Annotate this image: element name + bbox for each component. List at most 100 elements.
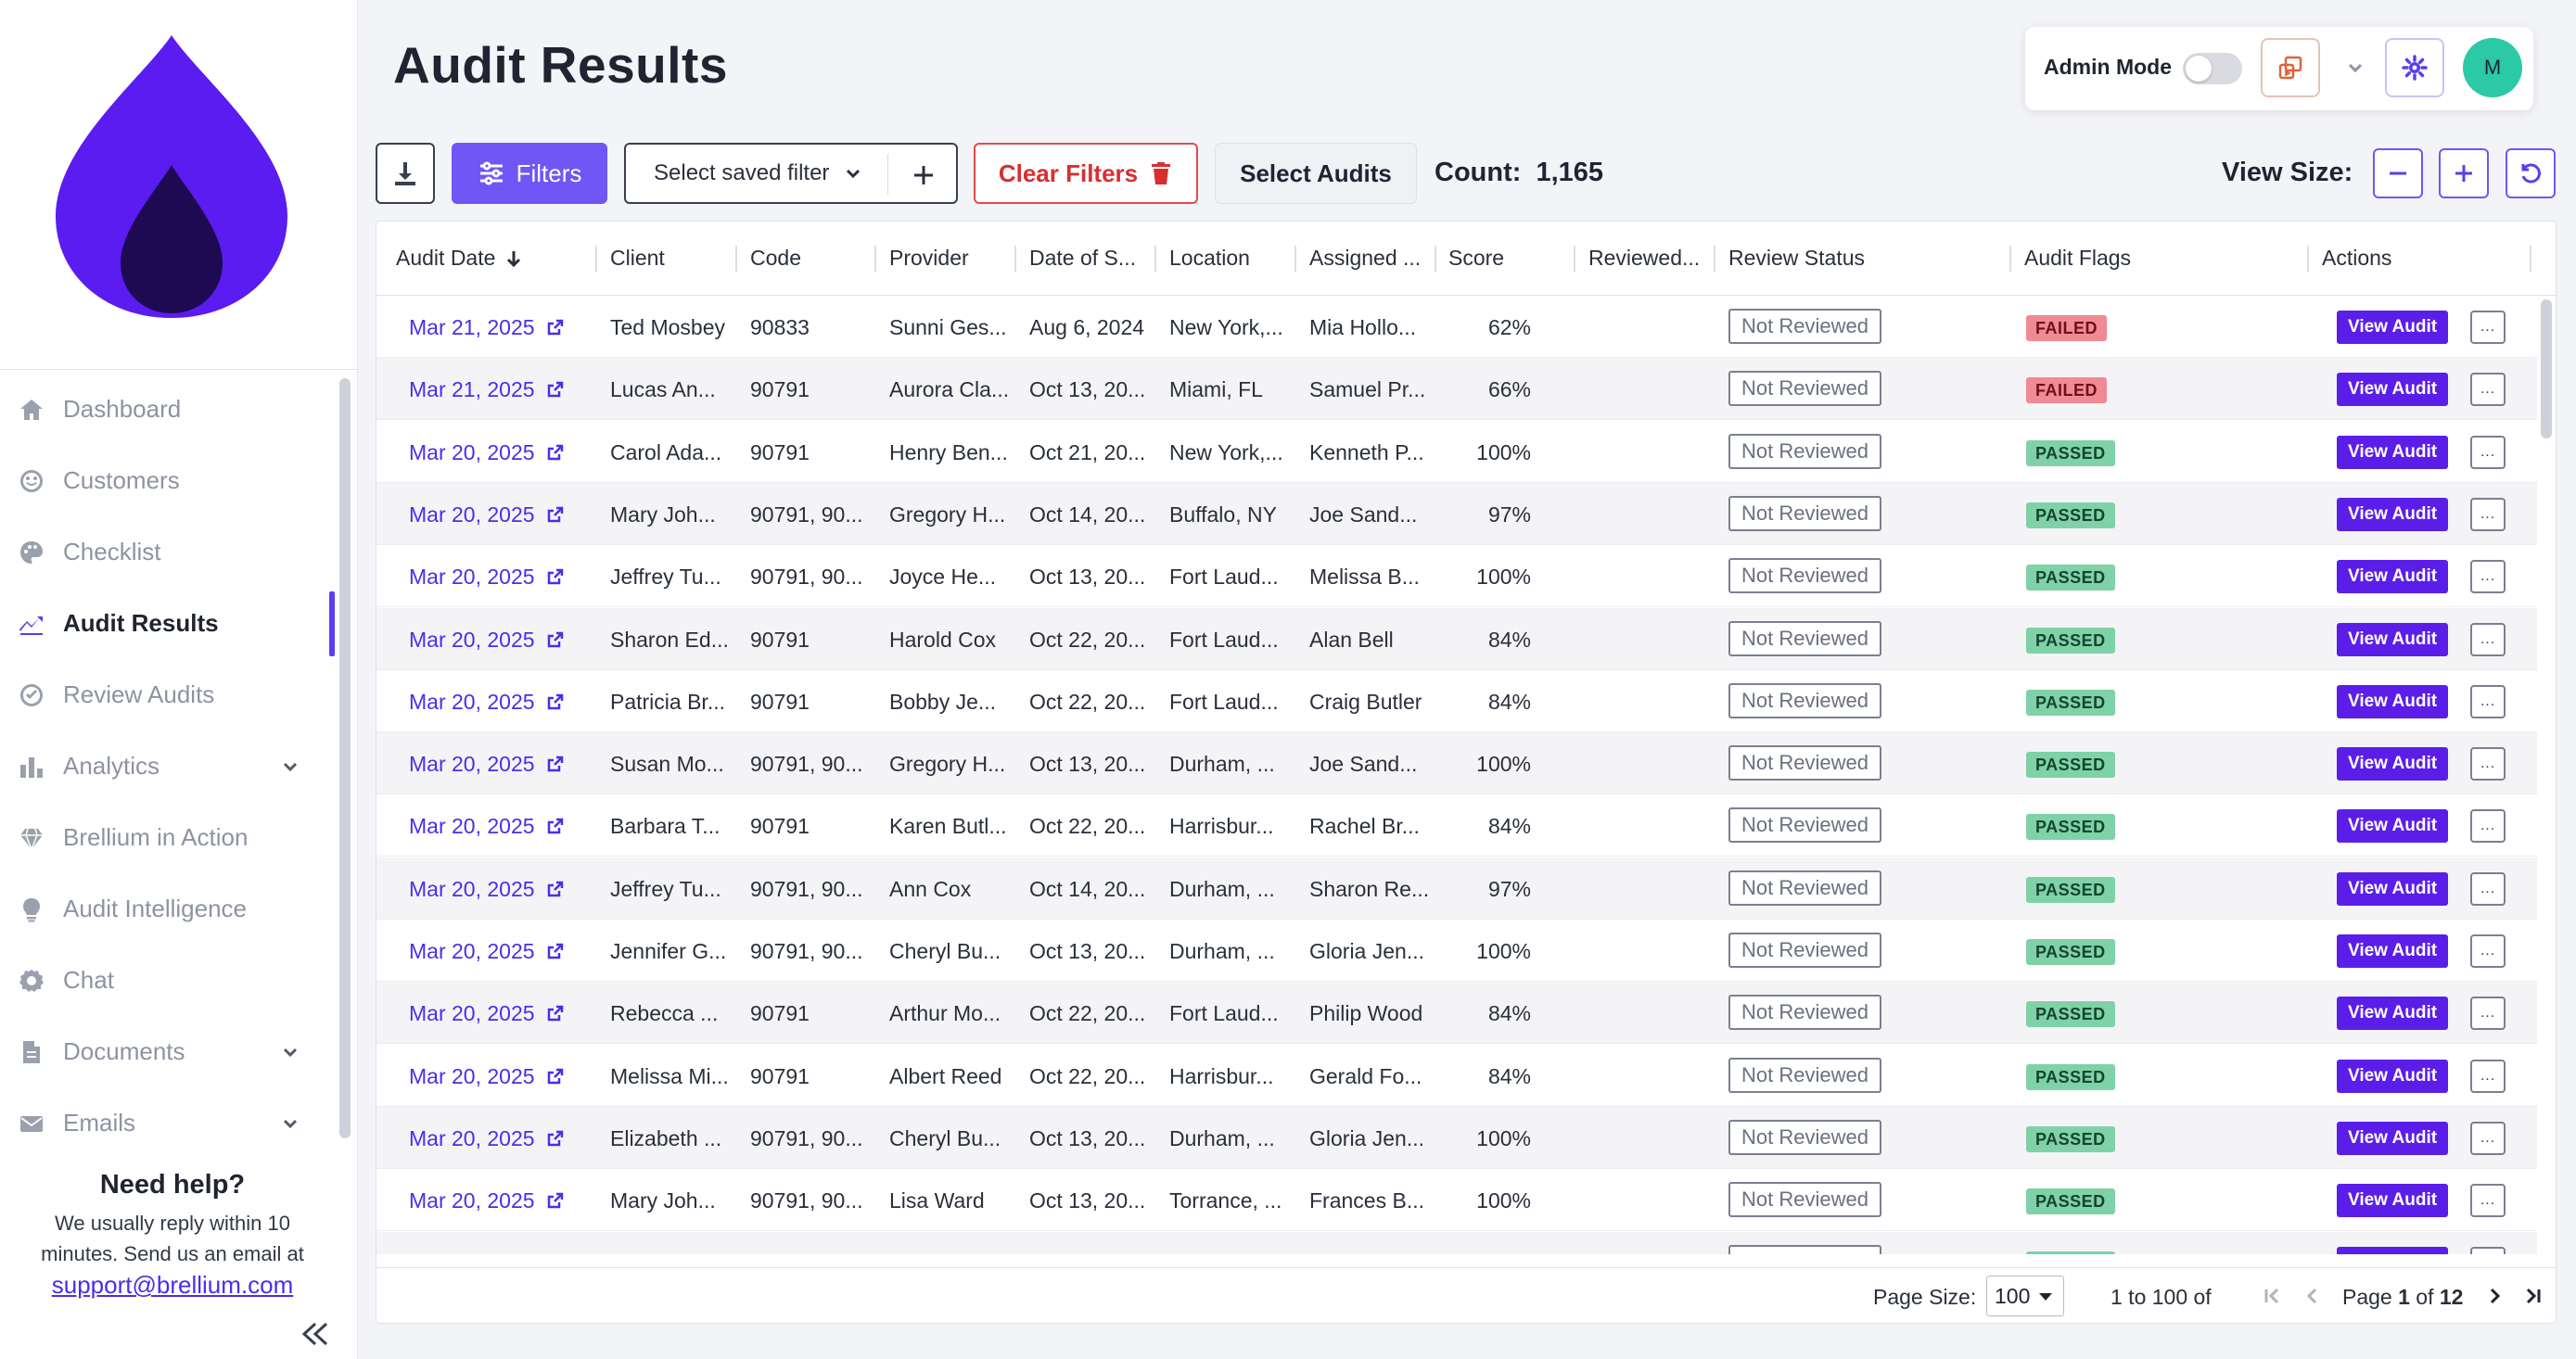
table-row[interactable]: Mar 20, 2025 Melissa Mi... 90791 Albert Ree… — [376, 1045, 2537, 1107]
column-header-audit-date[interactable]: Audit Date — [396, 246, 523, 271]
column-header-audit-flags[interactable]: Audit Flags — [2024, 246, 2131, 271]
sidebar-item-emails[interactable]: Emails — [0, 1087, 358, 1159]
sidebar-item-brellium-in-action[interactable]: Brellium in Action — [0, 802, 358, 873]
more-actions-button[interactable]: ... — [2470, 934, 2506, 968]
audit-date-link[interactable]: Mar 20, 2025 — [409, 1251, 565, 1254]
sidebar-item-checklist[interactable]: Checklist — [0, 516, 358, 588]
audit-date-link[interactable]: Mar 21, 2025 — [409, 377, 565, 402]
support-email-link[interactable]: support@brellium.com — [51, 1271, 294, 1299]
collapse-sidebar-icon[interactable] — [299, 1320, 332, 1348]
table-row[interactable]: Mar 20, 2025 Susan Mo... 90791, 90... Grego… — [376, 732, 2537, 794]
audit-date-link[interactable]: Mar 20, 2025 — [409, 502, 565, 527]
audit-date-link[interactable]: Mar 20, 2025 — [409, 1126, 565, 1151]
more-actions-button[interactable]: ... — [2470, 997, 2506, 1030]
more-actions-button[interactable]: ... — [2470, 560, 2506, 593]
more-actions-button[interactable]: ... — [2470, 1060, 2506, 1093]
chevron-down-icon[interactable] — [278, 1111, 302, 1136]
table-row[interactable]: Mar 21, 2025 Ted Mosbey 90833 Sunni Ges... A… — [376, 296, 2537, 358]
more-actions-button[interactable]: ... — [2470, 623, 2506, 656]
chevron-down-icon[interactable] — [2342, 55, 2368, 81]
audit-date-link[interactable]: Mar 20, 2025 — [409, 690, 565, 715]
audit-date-link[interactable]: Mar 20, 2025 — [409, 440, 565, 465]
more-actions-button[interactable]: ... — [2470, 747, 2506, 781]
column-header-code[interactable]: Code — [750, 246, 801, 271]
sidebar-item-analytics[interactable]: Analytics — [0, 730, 358, 802]
column-resize-handle[interactable] — [2530, 246, 2531, 272]
sidebar-item-audit-results[interactable]: Audit Results — [0, 588, 358, 659]
sidebar-item-audit-intelligence[interactable]: Audit Intelligence — [0, 873, 358, 945]
more-actions-button[interactable]: ... — [2470, 685, 2506, 718]
filters-button[interactable]: Filters — [452, 143, 607, 204]
more-actions-button[interactable]: ... — [2470, 311, 2506, 344]
more-actions-button[interactable]: ... — [2470, 809, 2506, 843]
table-row[interactable]: Mar 20, 2025 Mary Joh... 90791, 90... Grego… — [376, 483, 2537, 545]
audit-date-link[interactable]: Mar 20, 2025 — [409, 628, 565, 653]
table-row[interactable]: Mar 20, 2025 Jeffrey Tu... 90791, 90... Ann… — [376, 857, 2537, 920]
column-resize-handle[interactable] — [1154, 246, 1156, 272]
audit-date-link[interactable]: Mar 20, 2025 — [409, 814, 565, 839]
column-header-date-of-s[interactable]: Date of S... — [1029, 246, 1136, 271]
table-row[interactable]: Mar 20, 2025 Rebecca ... 90791 Arthur Mo...… — [376, 982, 2537, 1044]
chevron-down-icon[interactable] — [278, 1040, 302, 1064]
column-resize-handle[interactable] — [1014, 246, 1016, 272]
column-resize-handle[interactable] — [1435, 246, 1436, 272]
table-row[interactable]: Mar 20, 2025 Mary Joh... 90791, 90... Lisa … — [376, 1169, 2537, 1231]
view-audit-button[interactable]: View Audit — [2337, 1060, 2449, 1093]
table-row[interactable]: Mar 20, 2025 Carol Ada... 90791 Henry Ben..… — [376, 421, 2537, 483]
view-audit-button[interactable]: View Audit — [2337, 997, 2449, 1030]
add-saved-filter-button[interactable] — [904, 156, 943, 195]
column-resize-handle[interactable] — [1574, 246, 1575, 272]
select-audits-button[interactable]: Select Audits — [1215, 143, 1417, 204]
grid-vertical-scrollbar[interactable] — [2541, 299, 2552, 438]
clear-filters-button[interactable]: Clear Filters — [974, 143, 1198, 204]
more-actions-button[interactable]: ... — [2470, 436, 2506, 469]
more-actions-button[interactable]: ... — [2470, 1122, 2506, 1155]
settings-button[interactable] — [2385, 38, 2444, 97]
sidebar-item-documents[interactable]: Documents — [0, 1016, 358, 1087]
table-row[interactable]: Mar 21, 2025 Lucas An... 90791 Aurora Cla..… — [376, 358, 2537, 420]
view-audit-button[interactable]: View Audit — [2337, 685, 2449, 718]
view-audit-button[interactable]: View Audit — [2337, 747, 2449, 781]
audit-date-link[interactable]: Mar 20, 2025 — [409, 1188, 565, 1213]
view-audit-button[interactable]: View Audit — [2337, 311, 2449, 344]
column-header-reviewed[interactable]: Reviewed... — [1588, 246, 1700, 271]
table-row[interactable]: Mar 20, 2025 Patricia Br... 90791 Bobby Je.… — [376, 670, 2537, 732]
sidebar-item-customers[interactable]: Customers — [0, 445, 358, 516]
view-audit-button[interactable]: View Audit — [2337, 498, 2449, 531]
view-audit-button[interactable]: View Audit — [2337, 1184, 2449, 1217]
column-resize-handle[interactable] — [595, 246, 597, 272]
view-audit-button[interactable]: View Audit — [2337, 1122, 2449, 1155]
view-audit-button[interactable]: View Audit — [2337, 809, 2449, 843]
column-resize-handle[interactable] — [874, 246, 876, 272]
column-resize-handle[interactable] — [1714, 246, 1715, 272]
view-audit-button[interactable]: View Audit — [2337, 934, 2449, 968]
audit-date-link[interactable]: Mar 20, 2025 — [409, 939, 565, 964]
user-avatar[interactable]: M — [2463, 38, 2522, 97]
sidebar-scrollbar[interactable] — [339, 378, 351, 1138]
more-actions-button[interactable]: ... — [2470, 1184, 2506, 1217]
more-actions-button[interactable]: ... — [2470, 498, 2506, 531]
table-row[interactable]: Mar 20, 2025 Barbara T... 90791 Karen Butl.… — [376, 794, 2537, 857]
column-header-score[interactable]: Score — [1448, 246, 1504, 271]
column-resize-handle[interactable] — [1294, 246, 1296, 272]
table-row[interactable]: Mar 20, 2025 Jeffrey Tu... 90791, 90... Joy… — [376, 545, 2537, 607]
column-header-actions[interactable]: Actions — [2322, 246, 2391, 271]
switch-view-button[interactable] — [2261, 38, 2320, 97]
audit-date-link[interactable]: Mar 20, 2025 — [409, 877, 565, 902]
view-size-reset-button[interactable] — [2506, 148, 2556, 198]
view-audit-button[interactable]: View Audit — [2337, 1247, 2449, 1254]
view-audit-button[interactable]: View Audit — [2337, 373, 2449, 406]
admin-mode-toggle[interactable] — [2183, 53, 2242, 84]
audit-date-link[interactable]: Mar 20, 2025 — [409, 565, 565, 590]
column-header-assigned[interactable]: Assigned ... — [1309, 246, 1421, 271]
first-page-icon[interactable] — [2259, 1283, 2285, 1309]
column-header-location[interactable]: Location — [1169, 246, 1250, 271]
more-actions-button[interactable]: ... — [2470, 1247, 2506, 1254]
page-size-select[interactable]: 100 — [1986, 1276, 2064, 1316]
audit-date-link[interactable]: Mar 20, 2025 — [409, 1001, 565, 1026]
view-size-decrease-button[interactable] — [2373, 148, 2423, 198]
view-audit-button[interactable]: View Audit — [2337, 560, 2449, 593]
previous-page-icon[interactable] — [2300, 1283, 2326, 1309]
audit-date-link[interactable]: Mar 20, 2025 — [409, 1064, 565, 1089]
column-resize-handle[interactable] — [2009, 246, 2011, 272]
